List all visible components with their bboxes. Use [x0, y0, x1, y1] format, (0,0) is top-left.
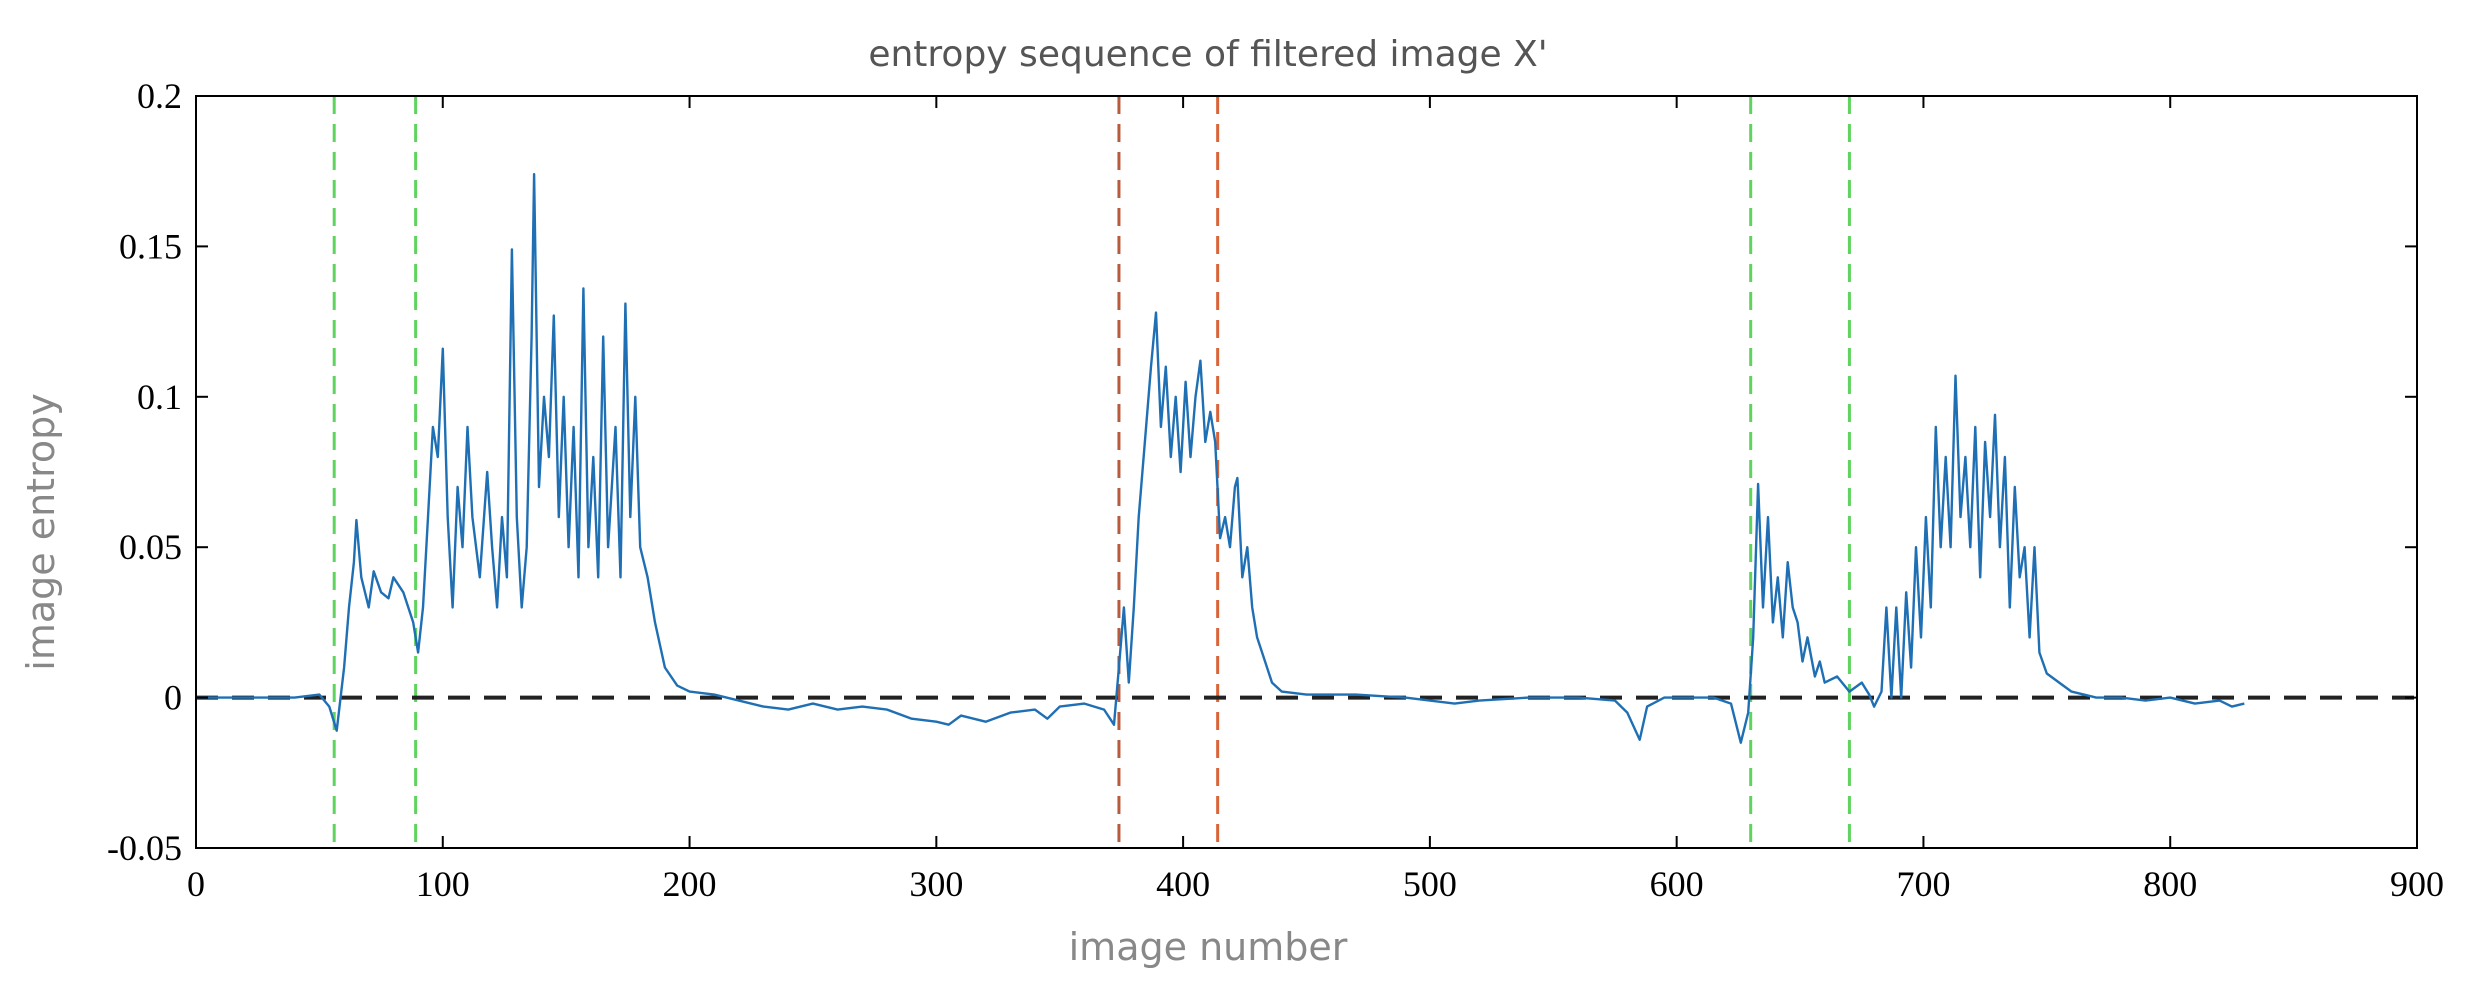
x-tick-label: 200: [663, 864, 717, 904]
x-axis-ticks: 0 100 200 300 400 500 600 700 800 900: [187, 96, 2444, 904]
x-tick-label: 700: [1896, 864, 1950, 904]
y-tick-label: -0.05: [107, 828, 182, 868]
y-tick-label: 0.1: [137, 377, 182, 417]
x-tick-label: 400: [1156, 864, 1210, 904]
x-tick-label: 800: [2143, 864, 2197, 904]
y-axis-ticks: -0.05 0 0.05 0.1 0.15 0.2: [107, 76, 2417, 868]
y-tick-label: 0.15: [119, 226, 182, 266]
x-tick-label: 100: [416, 864, 470, 904]
x-tick-label: 300: [909, 864, 963, 904]
plot-frame: [195, 95, 2418, 849]
x-tick-label: 500: [1403, 864, 1457, 904]
y-axis-label: image entropy: [19, 393, 63, 670]
entropy-series-line: [196, 173, 2245, 744]
y-tick-label: 0.05: [119, 527, 182, 567]
x-tick-label: 600: [1650, 864, 1704, 904]
x-axis-label: image number: [1069, 925, 1348, 969]
y-tick-label: 0: [164, 678, 182, 718]
x-tick-label: 0: [187, 864, 205, 904]
x-tick-label: 900: [2390, 864, 2444, 904]
y-tick-label: 0.2: [137, 76, 182, 116]
chart-title: entropy sequence of filtered image X': [868, 34, 1547, 75]
series-group: [196, 173, 2245, 744]
